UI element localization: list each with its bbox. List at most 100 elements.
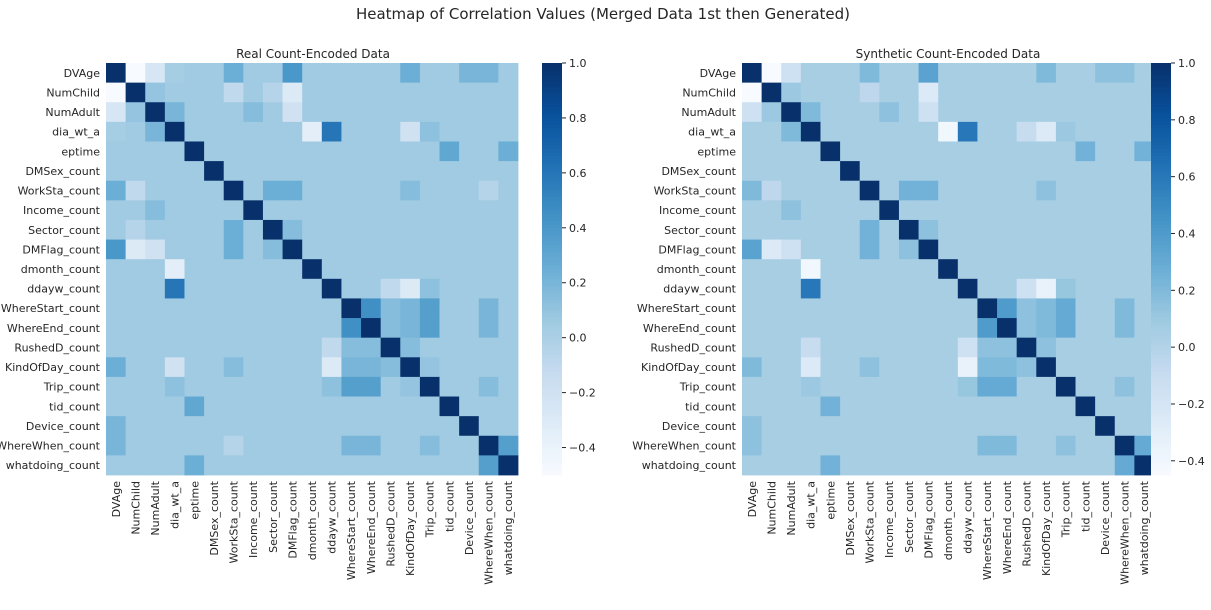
- heatmap-cell: [243, 82, 264, 103]
- heatmap-cell: [361, 82, 382, 103]
- heatmap-cell: [781, 161, 802, 182]
- heatmap-cell: [380, 416, 401, 437]
- heatmap-cell: [898, 219, 919, 240]
- heatmap-cell: [977, 298, 998, 319]
- heatmap-cell: [400, 318, 421, 339]
- colorbar-segment: [542, 416, 562, 421]
- heatmap-cell: [1075, 435, 1096, 456]
- row-tick-label: dmonth_count: [657, 263, 737, 276]
- colorbar-segment: [1151, 457, 1171, 462]
- heatmap-cell: [1036, 239, 1057, 260]
- heatmap-cell: [1095, 416, 1116, 437]
- colorbar-segment: [542, 148, 562, 153]
- heatmap-cell: [302, 278, 323, 299]
- heatmap-cell: [361, 161, 382, 182]
- heatmap-cell: [859, 141, 880, 162]
- colorbar-segment: [542, 289, 562, 294]
- colorbar-segment: [542, 90, 562, 95]
- heatmap-cell: [302, 200, 323, 221]
- col-tick-label: DVAge: [746, 481, 759, 518]
- heatmap-cell: [997, 200, 1018, 221]
- colorbar-segment: [542, 433, 562, 438]
- heatmap-cell: [1055, 298, 1076, 319]
- heatmap-cell: [223, 278, 244, 299]
- colorbar-segment: [1151, 63, 1171, 67]
- heatmap-cell: [820, 416, 841, 437]
- heatmap-cell: [125, 357, 146, 378]
- colorbar-segment: [542, 275, 562, 280]
- heatmap-cell: [282, 63, 303, 84]
- heatmap-cell: [742, 337, 763, 358]
- heatmap-cell: [761, 141, 782, 162]
- heatmap-cell: [977, 141, 998, 162]
- heatmap-cell: [262, 357, 283, 378]
- heatmap-cell: [341, 298, 362, 319]
- heatmap-cell: [243, 455, 264, 476]
- heatmap-cell: [938, 259, 959, 280]
- colorbar-segment: [542, 269, 562, 273]
- heatmap-cell: [781, 141, 802, 162]
- colorbar-segment: [542, 241, 562, 246]
- heatmap-cell: [439, 239, 460, 260]
- heatmap-cell: [204, 318, 225, 339]
- heatmap-cell: [879, 357, 900, 378]
- heatmap-cell: [204, 161, 225, 182]
- heatmap-cell: [459, 82, 480, 103]
- heatmap-cell: [459, 318, 480, 339]
- row-tick-label: Sector_count: [664, 224, 737, 237]
- heatmap-cell: [106, 298, 127, 319]
- heatmap-cell: [820, 102, 841, 123]
- heatmap-cell: [341, 259, 362, 280]
- heatmap-cell: [145, 200, 166, 221]
- heatmap-cell: [761, 219, 782, 240]
- heatmap-cell: [262, 318, 283, 339]
- colorbar-tick-label: 1.0: [569, 57, 587, 70]
- heatmap-cell: [223, 259, 244, 280]
- heatmap-cell: [400, 102, 421, 123]
- heatmap-cell: [498, 180, 519, 201]
- heatmap-cell: [164, 102, 185, 123]
- heatmap-cell: [800, 63, 821, 84]
- heatmap-cell: [742, 200, 763, 221]
- heatmap-cell: [164, 455, 185, 476]
- heatmap-cell: [820, 357, 841, 378]
- col-tick-label: DMSex_count: [844, 480, 857, 555]
- colorbar-segment: [1151, 90, 1171, 95]
- colorbar-segment: [542, 210, 562, 215]
- heatmap-cell: [1134, 200, 1155, 221]
- heatmap-cell: [761, 259, 782, 280]
- heatmap-cell: [820, 455, 841, 476]
- heatmap-cell: [938, 161, 959, 182]
- colorbar-segment: [542, 286, 562, 291]
- heatmap-cell: [918, 200, 939, 221]
- heatmap-cell: [164, 435, 185, 456]
- heatmap-cell: [419, 219, 440, 240]
- heatmap-cell: [145, 435, 166, 456]
- colorbar-segment: [542, 378, 562, 383]
- heatmap-cell: [898, 298, 919, 319]
- heatmap-cell: [321, 141, 342, 162]
- colorbar-tick-label: 0.2: [569, 277, 587, 290]
- colorbar-segment: [1151, 234, 1171, 239]
- heatmap-cell: [125, 141, 146, 162]
- heatmap-cell: [997, 357, 1018, 378]
- colorbar-segment: [542, 258, 562, 263]
- heatmap-cell: [918, 396, 939, 417]
- heatmap-cell: [204, 435, 225, 456]
- heatmap-cell: [800, 82, 821, 103]
- heatmap-cell: [302, 357, 323, 378]
- heatmap-cell: [321, 63, 342, 84]
- col-tick-label: WhereWhen_count: [483, 480, 496, 584]
- heatmap-cell: [302, 416, 323, 437]
- colorbar-segment: [1151, 344, 1171, 349]
- colorbar-segment: [1151, 169, 1171, 174]
- heatmap-cell: [282, 357, 303, 378]
- colorbar-segment: [1151, 461, 1171, 466]
- colorbar-segment: [542, 66, 562, 71]
- heatmap-cell: [145, 376, 166, 397]
- heatmap-cell: [1036, 318, 1057, 339]
- heatmap-cell: [321, 455, 342, 476]
- heatmap-cell: [938, 396, 959, 417]
- heatmap-cell: [977, 63, 998, 84]
